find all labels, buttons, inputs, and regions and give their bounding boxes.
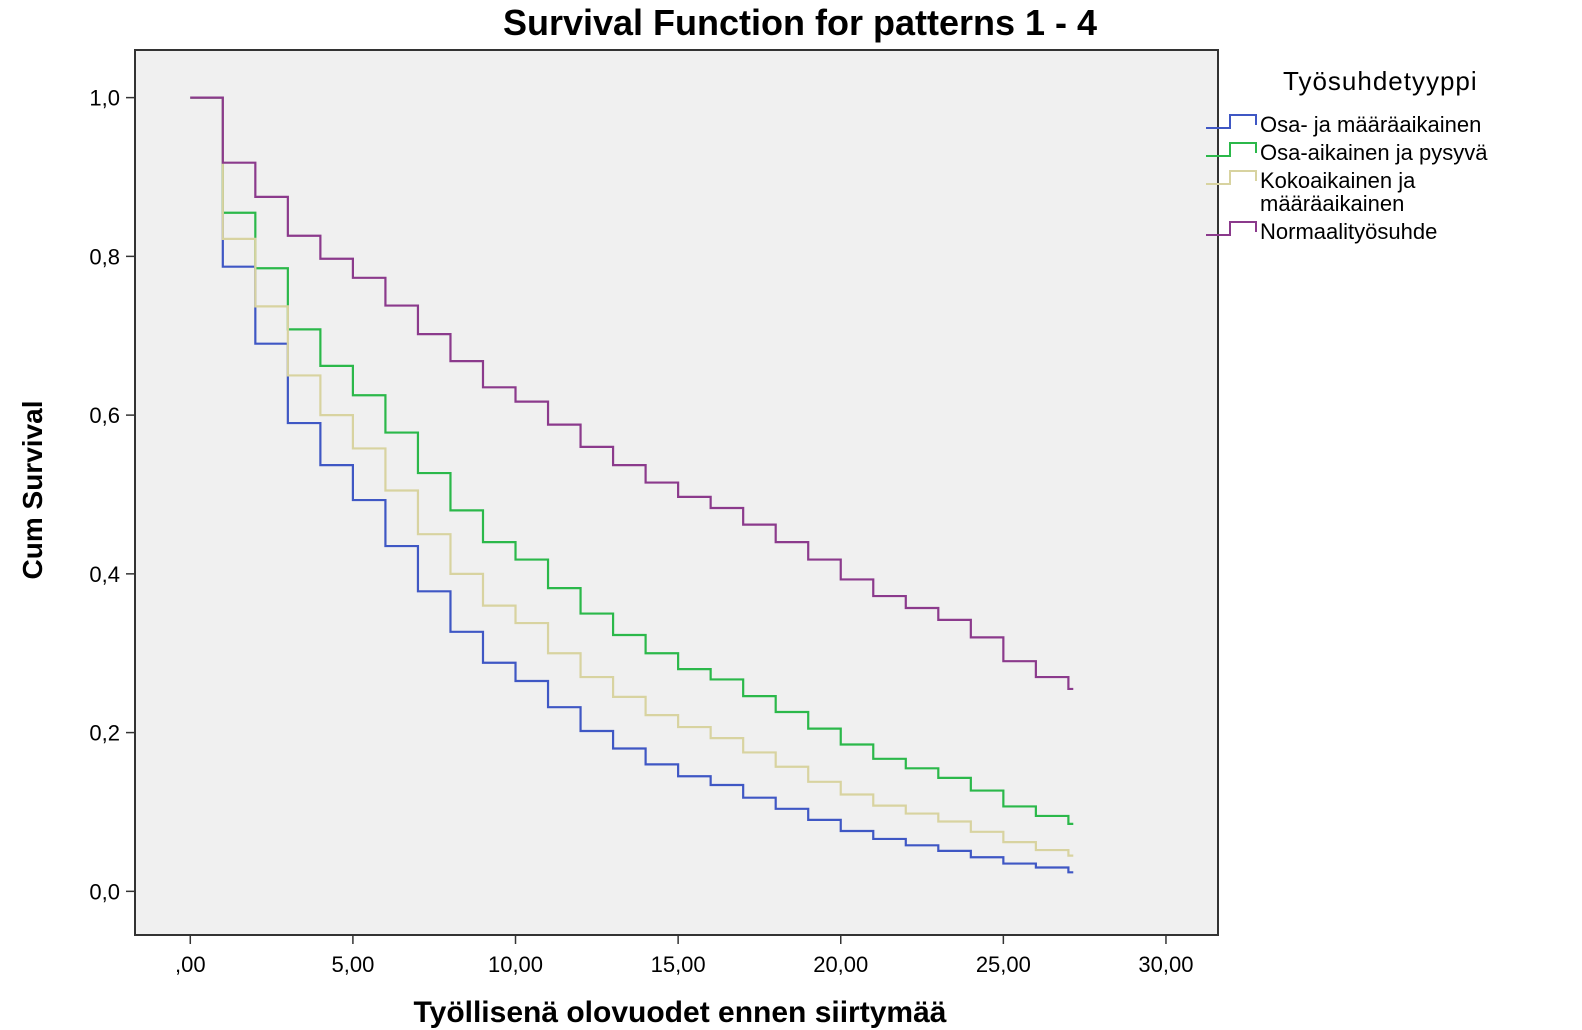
y-tick-label: 0,8 bbox=[89, 244, 120, 269]
legend-label: Normaalityösuhde bbox=[1260, 219, 1437, 244]
survival-line-3 bbox=[190, 96, 1074, 857]
legend-swatch bbox=[1206, 114, 1257, 129]
x-tick-label: 20,00 bbox=[813, 952, 868, 977]
legend-items: Osa- ja määräaikainen Osa-aikainen ja pys… bbox=[1206, 112, 1488, 244]
legend-swatch bbox=[1206, 221, 1257, 236]
x-tick-label: ,00 bbox=[175, 952, 206, 977]
legend-swatch bbox=[1206, 142, 1257, 157]
legend-label: Osa- ja määräaikainen bbox=[1260, 112, 1481, 137]
survival-line-1 bbox=[190, 96, 1074, 874]
legend-title: Työsuhdetyyppi bbox=[1283, 66, 1478, 96]
axis-ticks: ,00 5,00 10,00 15,00 20,00 25,00 30,00 0,0 0,2 0,… bbox=[89, 86, 1193, 977]
y-tick-label: 0,6 bbox=[89, 403, 120, 428]
x-tick-label: 10,00 bbox=[488, 952, 543, 977]
legend-label: Osa-aikainen ja pysyvä bbox=[1260, 140, 1488, 165]
x-tick-label: 15,00 bbox=[651, 952, 706, 977]
series-lines bbox=[190, 96, 1074, 874]
x-tick-label: 30,00 bbox=[1138, 952, 1193, 977]
x-tick-label: 5,00 bbox=[331, 952, 374, 977]
legend-label: määräaikainen bbox=[1260, 191, 1404, 216]
legend-swatch bbox=[1206, 170, 1257, 185]
x-axis-label: Työllisenä olovuodet ennen siirtymää bbox=[414, 996, 947, 1029]
chart-title: Survival Function for patterns 1 - 4 bbox=[503, 2, 1097, 43]
y-tick-label: 0,4 bbox=[89, 562, 120, 587]
y-tick-label: 0,0 bbox=[89, 879, 120, 904]
y-axis-label: Cum Survival bbox=[17, 401, 48, 580]
legend-label: Kokoaikainen ja bbox=[1260, 168, 1416, 193]
plot-area bbox=[134, 49, 1219, 936]
legend: Työsuhdetyyppi Osa- ja määräaikainenOsa-… bbox=[1206, 66, 1488, 244]
survival-line-2 bbox=[190, 96, 1074, 825]
y-tick-label: 1,0 bbox=[89, 86, 120, 111]
x-tick-label: 25,00 bbox=[976, 952, 1031, 977]
y-tick-label: 0,2 bbox=[89, 721, 120, 746]
survival-line-4 bbox=[190, 96, 1074, 691]
